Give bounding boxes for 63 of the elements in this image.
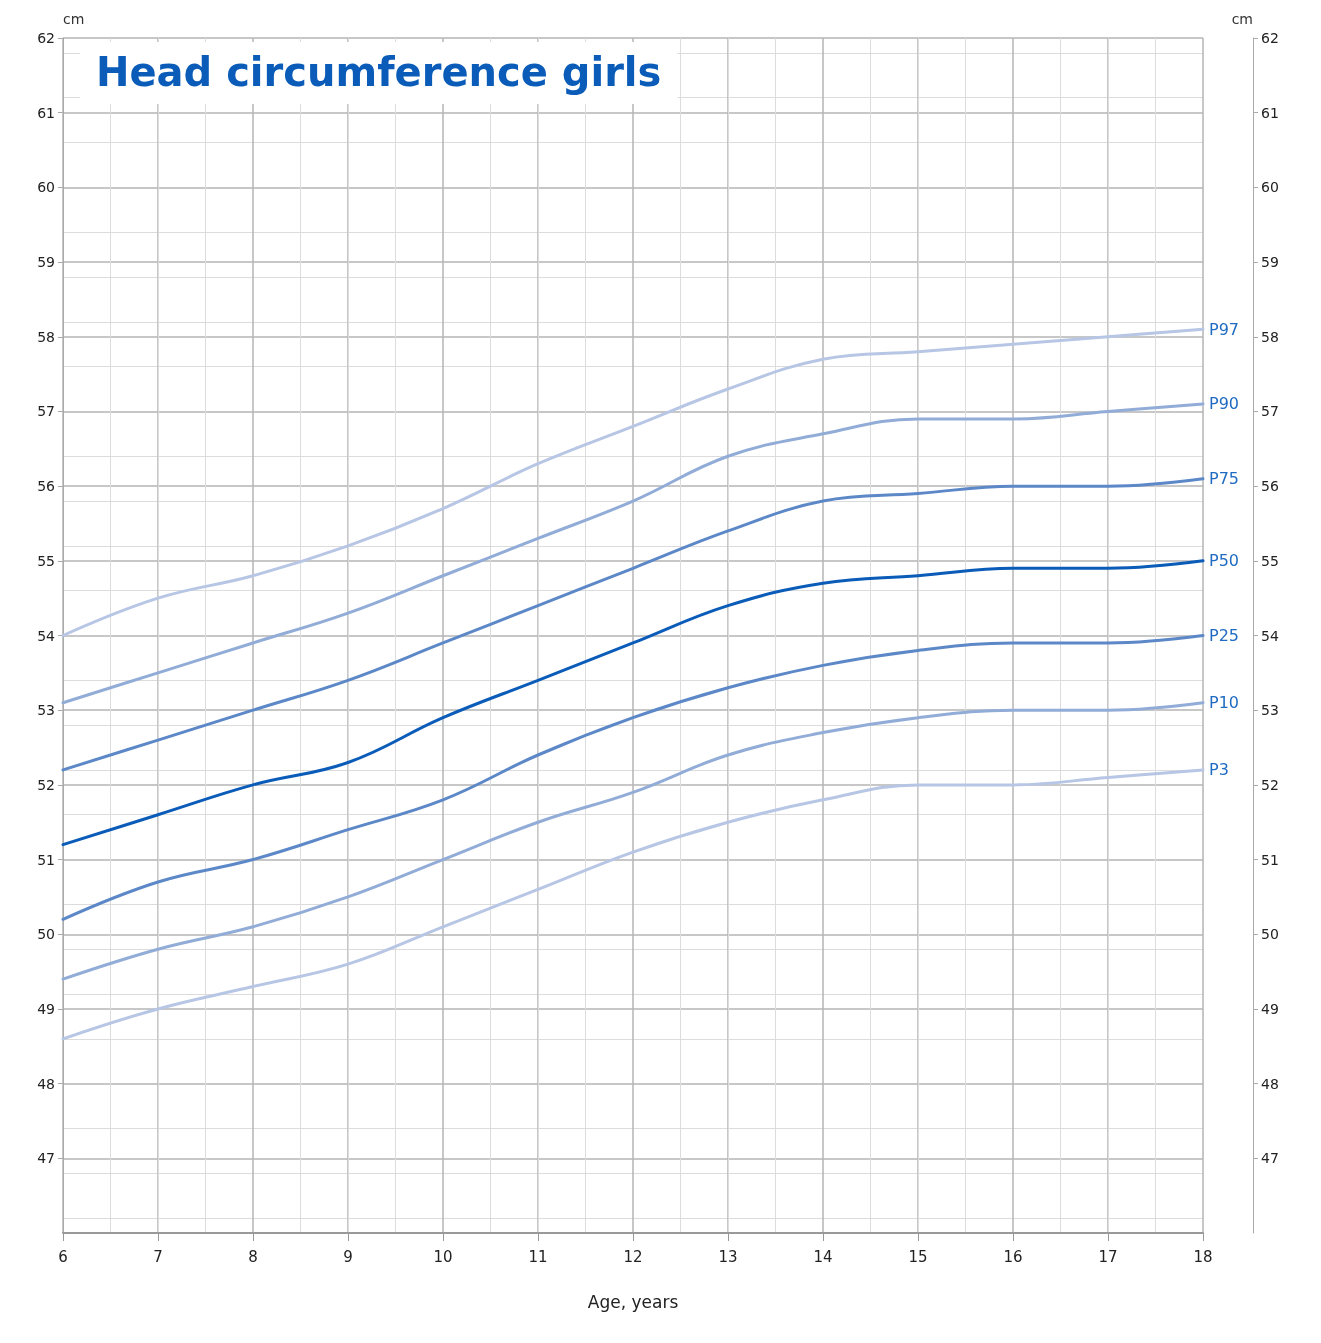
series-label: P75: [1209, 469, 1240, 489]
y-tick-label: 59: [37, 254, 55, 271]
y2-tick-label: 55: [1261, 552, 1279, 569]
x-tick-label: 9: [343, 1247, 353, 1266]
x-tick-label: 7: [153, 1247, 163, 1266]
x-tick-label: 10: [433, 1247, 453, 1266]
x-tick-label: 6: [58, 1247, 68, 1266]
y2-tick-label: 48: [1261, 1075, 1279, 1092]
line-series: [61, 402, 1205, 705]
x-tick-label: 16: [1003, 1247, 1023, 1266]
y-tick-label: 60: [37, 179, 55, 196]
x-tick-label: 11: [528, 1247, 548, 1266]
y2-tick-label: 61: [1261, 104, 1279, 121]
x-tick-label: 18: [1193, 1247, 1213, 1266]
y-tick-label: 53: [37, 702, 55, 719]
y2-tick-label: 62: [1261, 30, 1279, 46]
x-tick-label: 12: [623, 1247, 643, 1266]
y-tick-label: 61: [37, 104, 55, 121]
line-series: [61, 327, 1205, 637]
series-label: P90: [1209, 394, 1240, 414]
y2-tick-label: 59: [1261, 254, 1279, 271]
y2-tick-label: 60: [1261, 179, 1279, 196]
series-label: P97: [1209, 319, 1240, 339]
y2-axis-title: cm: [1231, 11, 1253, 27]
line-series: [61, 477, 1205, 772]
y-tick-label: 56: [37, 478, 56, 495]
y2-tick-label: 58: [1261, 328, 1279, 345]
y-axis-title: cm: [63, 11, 85, 27]
y2-tick-label: 57: [1261, 403, 1279, 420]
y2-tick-label: 56: [1261, 478, 1279, 495]
x-tick-label: 8: [248, 1247, 258, 1266]
y-tick-label: 55: [37, 552, 55, 569]
y2-tick-label: 52: [1261, 776, 1279, 793]
y-tick-label: 49: [37, 1000, 55, 1017]
chart-title: Head circumference girls: [96, 49, 662, 95]
series-label: P25: [1209, 626, 1240, 645]
y-tick-label: 52: [37, 776, 55, 793]
y2-tick-label: 51: [1261, 851, 1279, 868]
y-tick-label: 50: [37, 926, 55, 943]
line-series: [61, 768, 1205, 1041]
line-series: [61, 701, 1205, 981]
y2-tick-label: 49: [1261, 1000, 1279, 1017]
x-tick-label: 13: [718, 1247, 738, 1266]
y-tick-label: 54: [37, 627, 56, 644]
y2-tick-label: 53: [1261, 702, 1279, 719]
x-tick-label: 14: [813, 1247, 833, 1266]
x-tick-label: 17: [1098, 1247, 1118, 1266]
series-label: P3: [1209, 760, 1229, 780]
series-label: P50: [1209, 551, 1240, 571]
x-axis-title: Age, years: [587, 1291, 679, 1312]
y-tick-label: 47: [37, 1150, 55, 1167]
y2-tick-label: 47: [1261, 1150, 1279, 1167]
series-label: P10: [1209, 693, 1240, 713]
y2-tick-label: 54: [1261, 627, 1279, 644]
y-tick-label: 51: [37, 851, 55, 868]
y-tick-label: 58: [37, 328, 55, 345]
y2-tick-label: 50: [1261, 926, 1279, 943]
line-series: [61, 634, 1205, 921]
y-tick-label: 48: [37, 1075, 55, 1092]
line-series: [61, 559, 1205, 847]
x-tick-label: 15: [908, 1247, 928, 1266]
y-tick-label: 57: [37, 403, 55, 420]
y-tick-label: 62: [37, 30, 55, 46]
